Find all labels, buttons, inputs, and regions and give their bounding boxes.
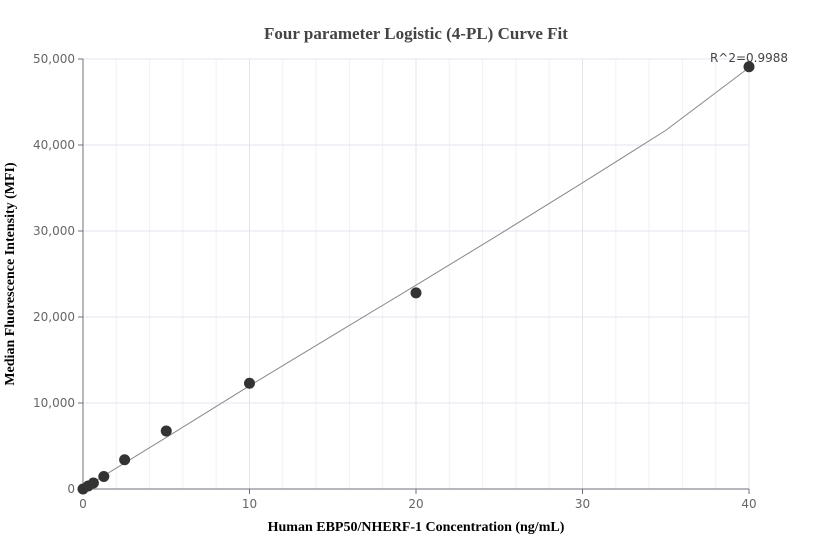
x-tick-label: 10 <box>242 497 257 511</box>
y-tick-label: 20,000 <box>33 310 75 324</box>
data-point <box>87 477 99 489</box>
data-point <box>160 425 172 437</box>
data-point <box>743 61 755 73</box>
x-tick-label: 20 <box>408 497 423 511</box>
y-axis-ticks: 0 10,000 20,000 30,000 40,000 50,000 <box>33 52 83 496</box>
x-tick-label: 40 <box>741 497 756 511</box>
fit-curve-path <box>82 67 750 489</box>
data-point <box>98 471 110 483</box>
x-tick-label: 30 <box>575 497 590 511</box>
y-tick-label: 30,000 <box>33 224 75 238</box>
x-tick-label: 0 <box>79 497 87 511</box>
data-point <box>119 454 131 466</box>
y-tick-label: 10,000 <box>33 396 75 410</box>
data-point <box>410 287 422 299</box>
y-tick-label: 50,000 <box>33 52 75 66</box>
x-axis-title: Human EBP50/NHERF-1 Concentration (ng/mL… <box>268 520 565 535</box>
x-axis-ticks: 0 10 20 30 40 <box>79 489 757 511</box>
y-tick-label: 0 <box>67 482 75 496</box>
fit-curve <box>82 67 750 489</box>
data-point <box>244 377 255 389</box>
r-squared-annotation: R^2=0.9988 <box>710 51 788 65</box>
y-tick-label: 40,000 <box>33 138 75 152</box>
grid-lines <box>82 58 750 490</box>
chart-title: Four parameter Logistic (4-PL) Curve Fit <box>264 24 568 43</box>
y-axis-title: Median Fluorescence Intensity (MFI) <box>3 162 18 386</box>
data-points <box>77 61 755 495</box>
